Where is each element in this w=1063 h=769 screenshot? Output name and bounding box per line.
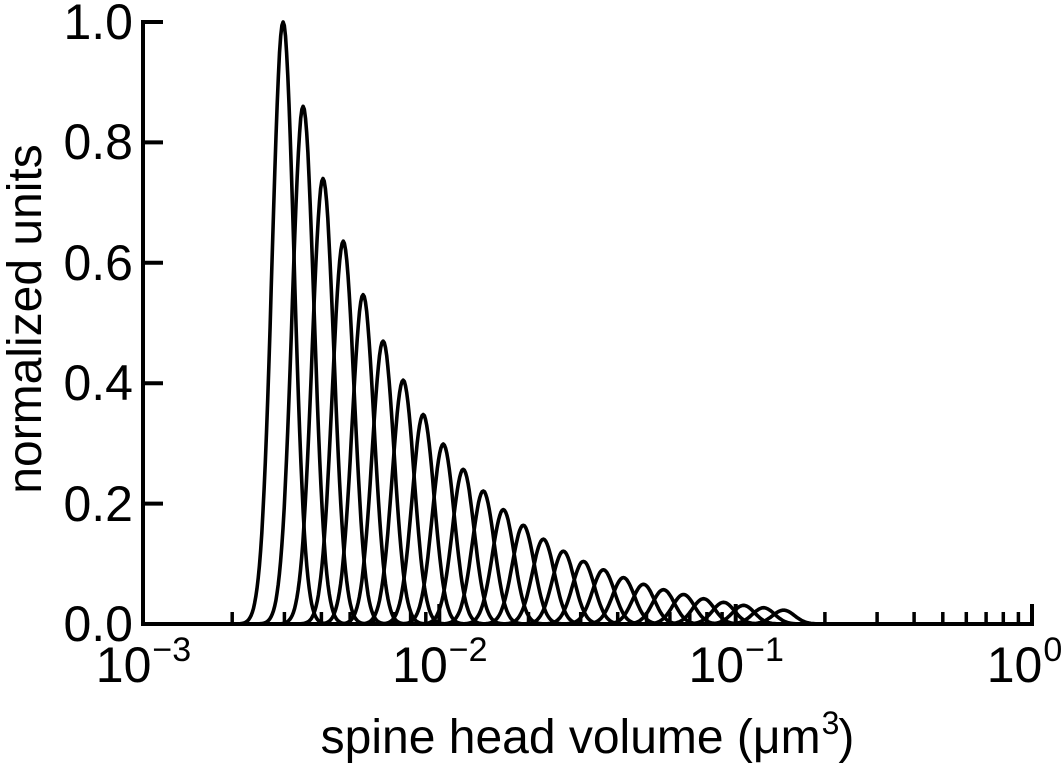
curve-26 [734, 608, 833, 626]
y-tick-label: 0.4 [63, 355, 133, 412]
x-tick-base: 10 [986, 637, 1043, 693]
y-tick-label: 0.8 [63, 114, 133, 171]
y-tick-label: 0.2 [63, 475, 133, 532]
x-tick-label: 10−3 [95, 631, 191, 696]
x-tick-exponent: −2 [448, 631, 488, 669]
x-tick-base: 10 [392, 637, 448, 693]
x-tick-exponent: 0 [1043, 631, 1063, 669]
x-tick-exponent: −3 [152, 631, 192, 669]
curve-24 [694, 603, 793, 626]
y-axis-label-text: normalized units [0, 144, 52, 494]
x-axis-label-text: spine head volume (μm [320, 711, 821, 764]
x-tick-label: 10−1 [688, 631, 783, 696]
axes [141, 20, 1034, 626]
curve-25 [714, 605, 813, 626]
x-tick-base: 10 [95, 637, 152, 693]
distribution-curves [233, 20, 833, 626]
x-tick-base: 10 [688, 637, 745, 693]
x-axis-label-close: ) [838, 711, 855, 764]
y-tick-label: 0.0 [63, 596, 133, 652]
x-axis-label: spine head volume (μm3) [143, 705, 1032, 768]
x-tick-exponent: −1 [745, 631, 784, 669]
x-tick-label: 10−2 [392, 631, 487, 696]
y-tick-label: 1.0 [63, 0, 133, 50]
y-tick-label: 0.6 [63, 234, 133, 291]
x-axis-label-exponent: 3 [821, 705, 840, 741]
x-tick-label: 100 [986, 631, 1063, 696]
y-axis-label: normalized units [0, 69, 54, 569]
